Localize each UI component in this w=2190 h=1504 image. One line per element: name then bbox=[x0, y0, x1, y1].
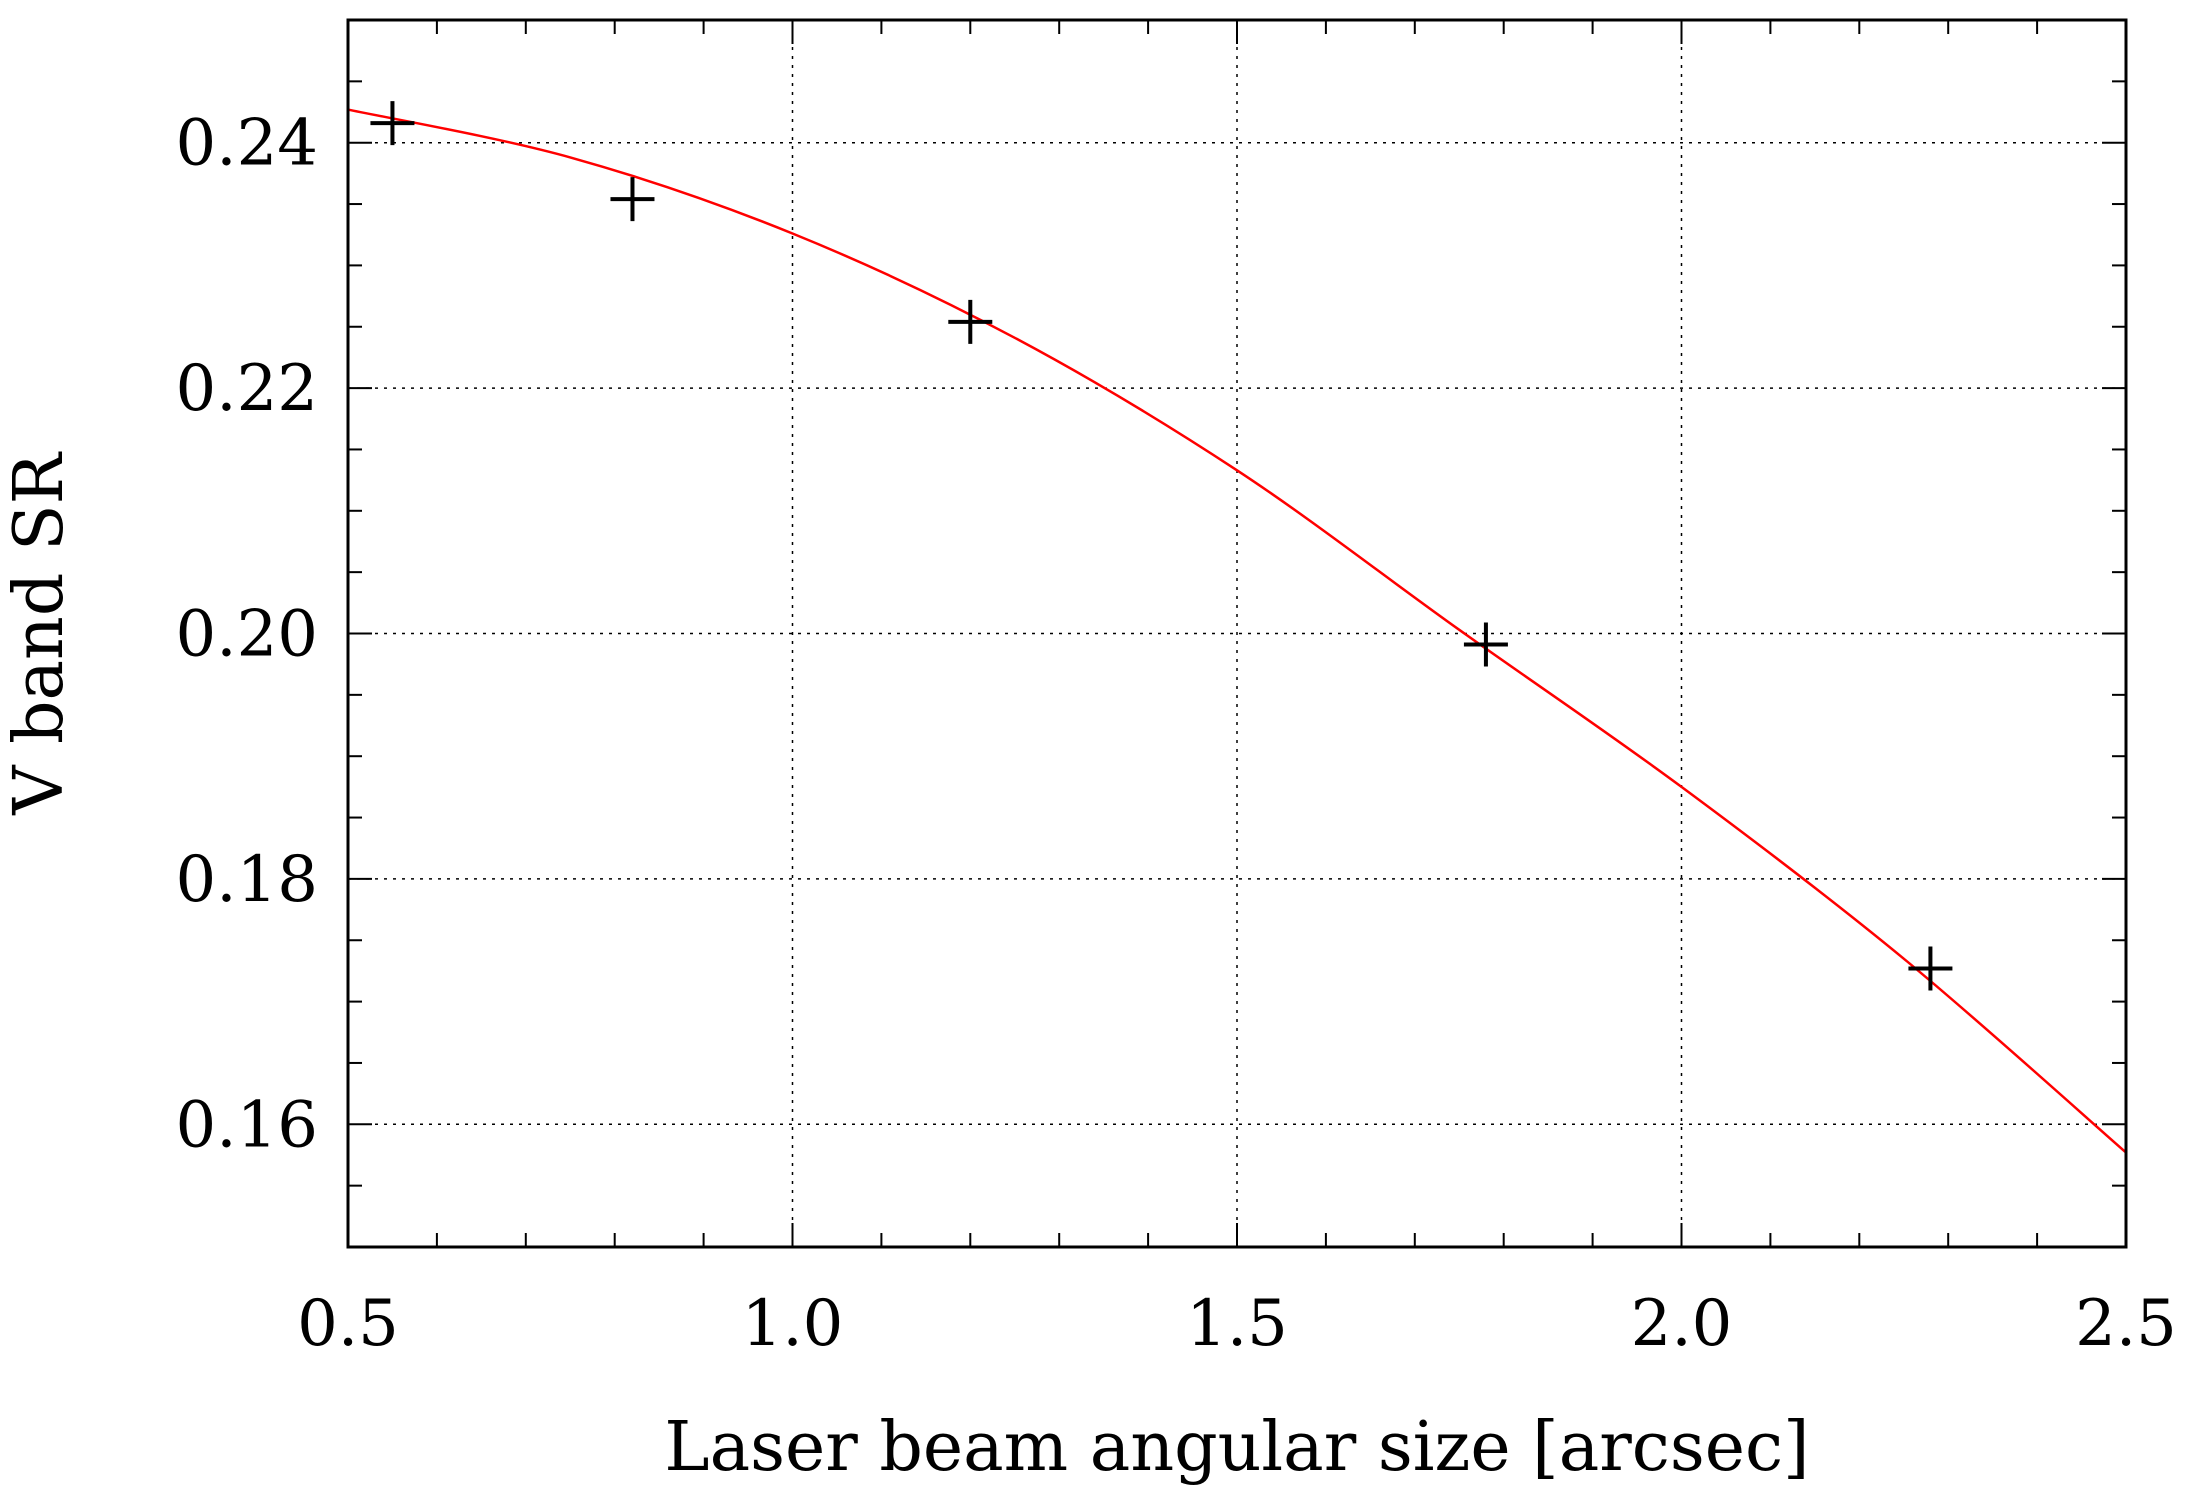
data-point bbox=[1908, 946, 1953, 991]
data-point bbox=[948, 299, 993, 344]
fit-curve bbox=[347, 108, 2127, 1154]
y-tick-label: 0.20 bbox=[176, 598, 319, 672]
y-tick-label: 0.24 bbox=[176, 107, 319, 181]
minor-ticks bbox=[347, 20, 2127, 1247]
data-point bbox=[370, 101, 415, 146]
x-tick-label: 1.0 bbox=[742, 1287, 844, 1361]
data-points bbox=[370, 101, 1953, 991]
y-tick-label: 0.18 bbox=[176, 843, 319, 917]
y-axis-title: V band SR bbox=[0, 451, 79, 815]
x-tick-label: 1.5 bbox=[1186, 1287, 1288, 1361]
y-tick-label: 0.16 bbox=[176, 1088, 319, 1162]
data-point bbox=[610, 177, 655, 222]
plot-frame bbox=[346, 18, 2128, 1249]
y-tick-label: 0.22 bbox=[176, 352, 319, 426]
x-tick-label: 2.5 bbox=[2075, 1287, 2177, 1361]
x-axis-title: Laser beam angular size [arcsec] bbox=[664, 1408, 1809, 1487]
y-tick-labels: 0.16 0.18 0.20 0.22 0.24 bbox=[176, 107, 319, 1163]
grid-lines bbox=[348, 20, 2126, 1247]
x-tick-labels: 0.5 1.0 1.5 2.0 2.5 bbox=[297, 1287, 2177, 1361]
x-tick-label: 0.5 bbox=[297, 1287, 399, 1361]
data-point bbox=[1463, 622, 1508, 667]
fit-line bbox=[347, 108, 2127, 1154]
x-tick-label: 2.0 bbox=[1631, 1287, 1733, 1361]
